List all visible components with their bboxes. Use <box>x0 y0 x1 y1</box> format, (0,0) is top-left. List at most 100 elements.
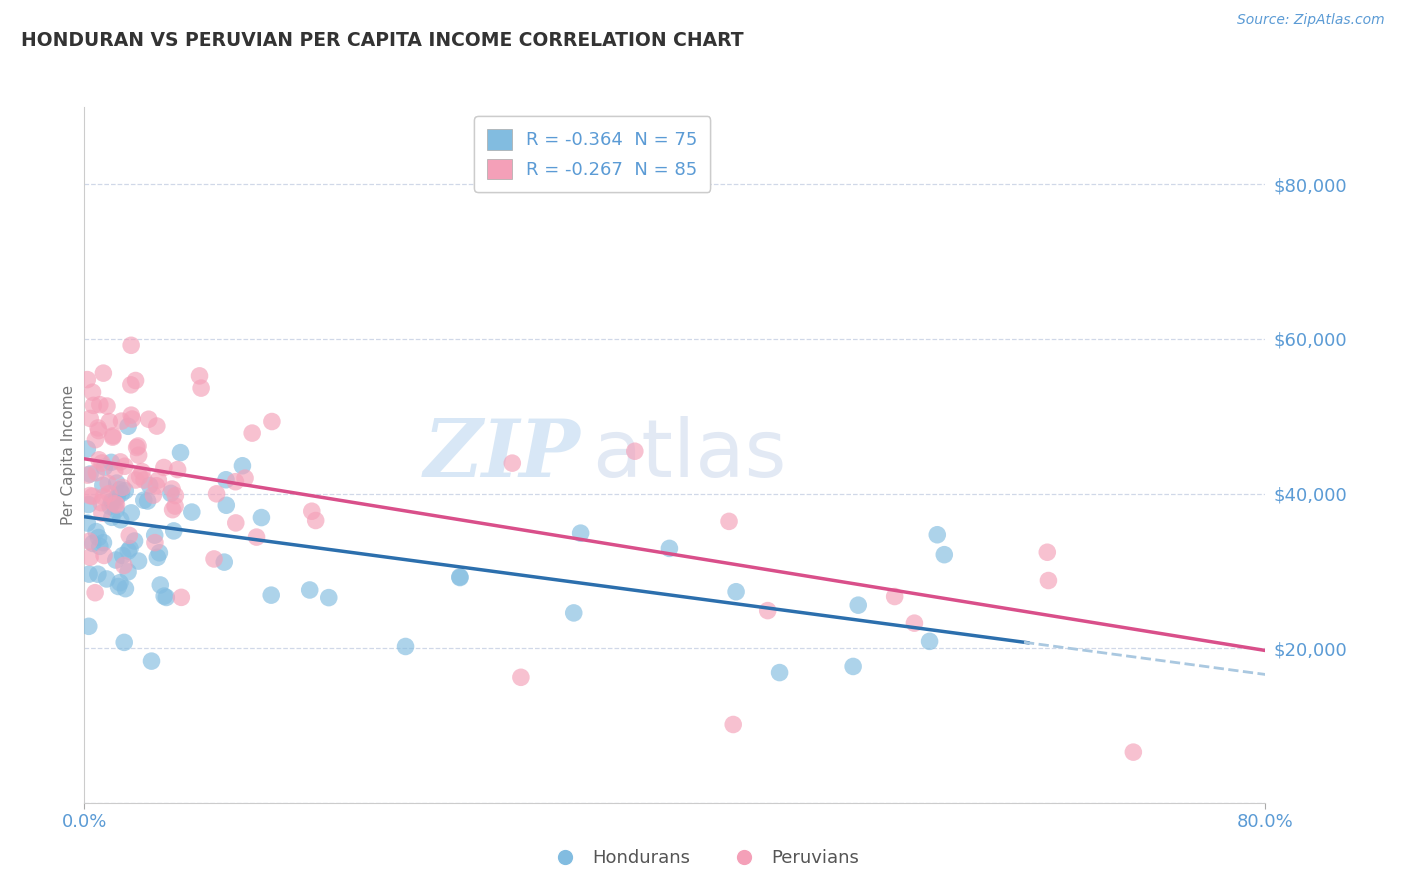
Point <box>117 419 139 434</box>
Point <box>562 606 585 620</box>
Point <box>96 572 118 586</box>
Point <box>188 368 211 383</box>
Point <box>202 552 225 566</box>
Point <box>169 445 191 459</box>
Point <box>82 489 104 503</box>
Point <box>180 505 202 519</box>
Point <box>1122 745 1144 759</box>
Point <box>143 528 166 542</box>
Point <box>105 498 128 512</box>
Point <box>155 591 177 605</box>
Point <box>77 619 100 633</box>
Point <box>658 541 681 556</box>
Point <box>93 366 115 380</box>
Point <box>110 414 132 428</box>
Point <box>153 589 176 603</box>
Point <box>624 444 647 458</box>
Point <box>84 466 107 480</box>
Point <box>127 439 149 453</box>
Point <box>98 415 121 429</box>
Text: atlas: atlas <box>592 416 786 494</box>
Point <box>124 533 146 548</box>
Point <box>90 506 112 520</box>
Text: ZIP: ZIP <box>423 417 581 493</box>
Point <box>93 549 115 563</box>
Point <box>842 659 865 673</box>
Point <box>883 590 905 604</box>
Point <box>298 582 321 597</box>
Point <box>846 598 869 612</box>
Point <box>114 483 136 498</box>
Point <box>105 503 128 517</box>
Point <box>136 494 159 508</box>
Point <box>138 478 160 492</box>
Point <box>305 514 328 528</box>
Point <box>108 575 131 590</box>
Point <box>89 540 111 554</box>
Point <box>142 488 165 502</box>
Point <box>87 452 110 467</box>
Legend: Hondurans, Peruvians: Hondurans, Peruvians <box>540 842 866 874</box>
Text: Source: ZipAtlas.com: Source: ZipAtlas.com <box>1237 13 1385 28</box>
Point <box>215 498 238 512</box>
Point <box>79 534 101 549</box>
Point <box>91 456 114 470</box>
Point <box>79 550 101 565</box>
Point <box>93 535 115 549</box>
Point <box>118 541 141 556</box>
Point <box>117 544 139 558</box>
Point <box>756 604 779 618</box>
Point <box>721 717 744 731</box>
Point <box>96 399 118 413</box>
Point <box>101 496 124 510</box>
Point <box>240 426 263 441</box>
Point <box>934 548 956 562</box>
Point <box>79 411 101 425</box>
Point <box>84 524 107 539</box>
Point <box>163 524 186 538</box>
Point <box>148 546 170 560</box>
Point <box>97 486 120 500</box>
Point <box>84 433 107 447</box>
Point <box>111 480 134 494</box>
Point <box>250 510 273 524</box>
Point <box>718 514 741 528</box>
Point <box>159 486 181 500</box>
Point <box>101 429 124 443</box>
Point <box>101 430 124 444</box>
Point <box>165 489 187 503</box>
Point <box>153 460 176 475</box>
Point <box>768 665 790 680</box>
Point <box>110 455 132 469</box>
Point <box>149 578 172 592</box>
Point <box>449 571 471 585</box>
Point <box>233 471 256 485</box>
Point <box>160 482 183 496</box>
Point <box>125 441 148 455</box>
Y-axis label: Per Capita Income: Per Capita Income <box>60 384 76 525</box>
Point <box>225 516 247 530</box>
Point <box>87 567 110 582</box>
Point <box>128 469 150 483</box>
Point <box>190 381 212 395</box>
Point <box>120 377 142 392</box>
Point <box>112 558 135 573</box>
Point <box>76 468 98 483</box>
Point <box>132 473 155 487</box>
Point <box>82 398 104 412</box>
Point <box>120 338 142 352</box>
Point <box>138 412 160 426</box>
Point <box>112 635 135 649</box>
Point <box>918 634 941 648</box>
Point <box>165 499 187 513</box>
Point <box>449 570 471 584</box>
Point <box>145 479 167 493</box>
Point <box>87 421 110 435</box>
Point <box>132 493 155 508</box>
Point <box>104 553 127 567</box>
Point <box>91 478 114 492</box>
Point <box>76 373 98 387</box>
Legend: R = -0.364  N = 75, R = -0.267  N = 85: R = -0.364 N = 75, R = -0.267 N = 85 <box>474 116 710 192</box>
Point <box>260 588 283 602</box>
Point <box>89 398 111 412</box>
